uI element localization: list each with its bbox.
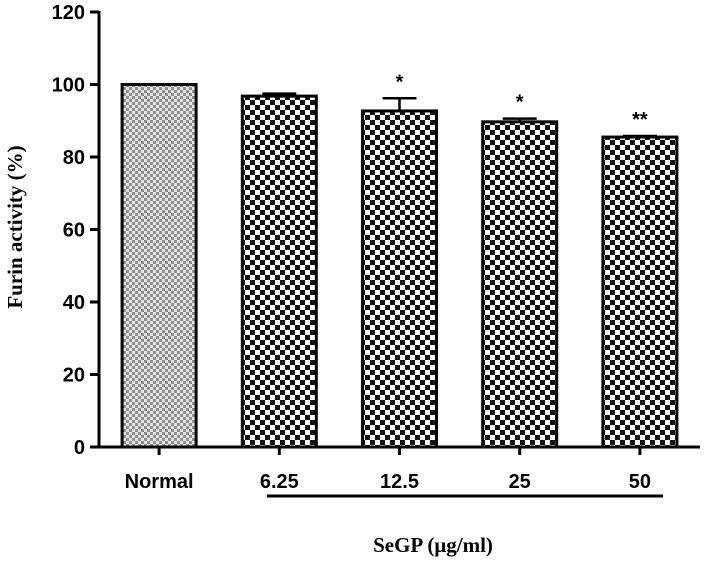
bar-Normal [120,83,198,449]
y-tick-label: 100 [52,75,85,97]
y-tick-label: 0 [74,437,85,459]
x-tick-label-50: 50 [629,471,651,493]
significance-50: ** [632,109,648,131]
y-axis-title: Furin activity (%) [3,145,27,308]
x-tick-label-6.25: 6.25 [260,471,299,493]
x-tick-label-12.5: 12.5 [380,471,419,493]
significance-12.5: * [396,71,404,93]
x-tick-label-25: 25 [509,471,531,493]
y-axis: 0 20 40 60 80 100 120 [52,2,101,459]
y-tick-label: 40 [63,292,85,314]
y-tick-label: 120 [52,2,85,24]
bars-group: **** [120,71,679,449]
bar-12.5 [361,109,438,449]
y-tick-label: 20 [63,365,85,387]
x-axis-title: SeGP (μg/ml) [373,533,493,557]
x-tick-label-Normal: Normal [125,471,194,493]
bar-25 [481,120,559,449]
bar-50 [601,135,679,449]
bar-6.25 [240,94,318,449]
x-tick-labels: Normal 6.25 12.5 25 50 [125,447,651,493]
y-tick-label: 60 [63,220,85,242]
significance-25: * [516,92,524,114]
y-tick-label: 80 [63,147,85,169]
